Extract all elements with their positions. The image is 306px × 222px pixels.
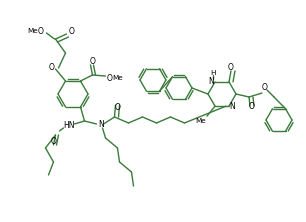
Text: O: O bbox=[49, 63, 54, 71]
Text: O: O bbox=[114, 103, 121, 113]
Text: O: O bbox=[50, 137, 56, 147]
Text: O: O bbox=[262, 83, 268, 93]
Text: O: O bbox=[90, 57, 95, 65]
Text: N: N bbox=[208, 77, 214, 86]
Text: Me: Me bbox=[27, 28, 38, 34]
Text: Me: Me bbox=[112, 75, 123, 81]
Text: HN: HN bbox=[64, 121, 75, 131]
Text: N: N bbox=[229, 102, 235, 111]
Text: O: O bbox=[106, 73, 112, 83]
Text: O: O bbox=[228, 63, 234, 72]
Text: N: N bbox=[99, 121, 104, 129]
Text: O: O bbox=[249, 103, 255, 111]
Text: O: O bbox=[38, 26, 43, 36]
Text: O: O bbox=[69, 26, 74, 36]
Text: Me: Me bbox=[196, 118, 206, 124]
Text: H: H bbox=[210, 70, 216, 76]
